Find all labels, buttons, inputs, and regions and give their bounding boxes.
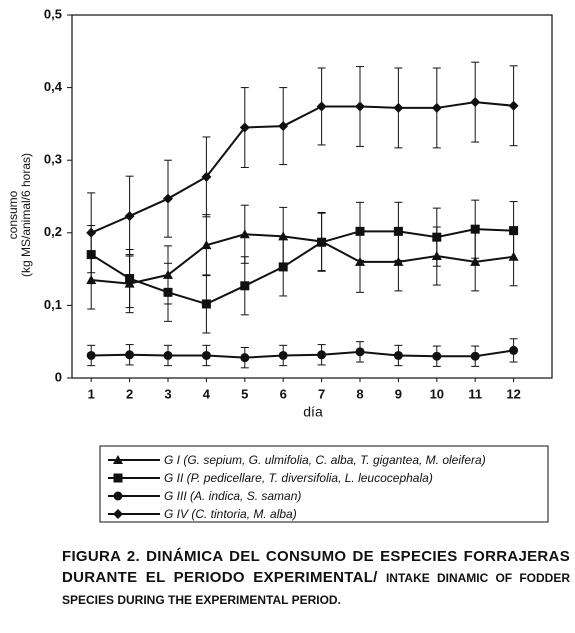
plot-frame [71,14,553,379]
data-point [278,350,288,360]
data-point [201,299,211,309]
data-point [470,97,481,108]
data-point [316,101,327,112]
data-point [278,262,288,272]
data-point [163,350,173,360]
x-tick-label: 12 [506,386,520,401]
data-point [355,256,365,266]
data-point [393,256,404,266]
x-tick-label: 1 [88,386,95,401]
data-point [470,256,481,266]
series-line [91,349,514,359]
x-tick-label: 4 [203,386,211,401]
series-line [90,228,514,306]
y-tick-label: 0,1 [44,297,62,312]
data-point [470,224,480,234]
data-point [431,102,442,113]
x-tick-label: 8 [356,386,363,401]
data-point [393,226,403,236]
data-point [201,240,212,250]
chart: día consumo (kg MS/animal/6 horas) 0 0,1 0… [6,6,553,523]
data-point [317,350,327,360]
data-point [509,226,519,236]
data-point [240,353,250,363]
data-point [201,350,211,360]
legend-marker [113,455,123,464]
data-point [432,232,442,242]
legend-label: G I (G. sepium, G. ulmifolia, C. alba, T… [164,453,486,467]
series-line [90,101,514,234]
legend-label: G III (A. indica, S. saman) [164,489,301,503]
legend-label: G II (P. pedicellare, T. diversifolia, L… [164,471,433,485]
data-point [239,122,250,133]
data-point [509,345,519,355]
legend-marker [113,509,123,519]
series-line [91,233,514,285]
legend-label: G IV (C. tintoria, M. alba) [164,507,297,521]
data-point [393,102,404,113]
y-tick-label: 0,5 [44,6,62,21]
legend-marker [113,491,123,501]
y-axis-label: (kg MS/animal/6 horas) [19,153,33,277]
legend-marker [113,473,123,483]
data-point [470,351,480,361]
data-point [239,229,250,239]
y-tick-label: 0,3 [44,152,62,167]
x-tick-label: 2 [126,386,133,401]
x-tick-label: 9 [395,386,402,401]
data-point [240,281,250,291]
data-point [86,350,96,360]
x-tick-label: 10 [430,386,444,401]
data-point [124,211,135,222]
data-point [125,274,135,284]
y-tick-label: 0,2 [44,224,62,239]
data-point [125,350,135,360]
data-point [201,171,212,182]
x-tick-label: 3 [164,386,171,401]
y-tick-label: 0,4 [44,79,63,94]
y-axis-label: consumo [6,190,20,239]
caption-spanish: FIGURA 2. DINÁMICA DEL CONSUMO DE ESPECI… [62,548,570,586]
data-point [86,227,97,238]
caption: FIGURA 2. DINÁMICA DEL CONSUMO DE ESPECI… [62,546,570,611]
x-tick-label: 5 [241,386,248,401]
x-tick-label: 6 [280,386,287,401]
data-point [432,351,442,361]
data-point [278,121,289,132]
x-axis-label: día [303,404,323,420]
data-point [355,347,365,357]
caption-english: INTAKE DINAMIC OF FODDER SPECIES DURING … [62,571,570,607]
data-point [355,101,365,112]
x-tick-label: 11 [468,386,482,401]
data-point [393,350,403,360]
data-point [355,226,365,236]
x-tick-label: 7 [318,386,325,401]
data-point [508,100,519,111]
data-point [163,287,173,297]
data-point [163,193,173,204]
legend-box [99,445,549,523]
data-point [317,237,327,247]
y-tick-label: 0 [55,369,62,384]
